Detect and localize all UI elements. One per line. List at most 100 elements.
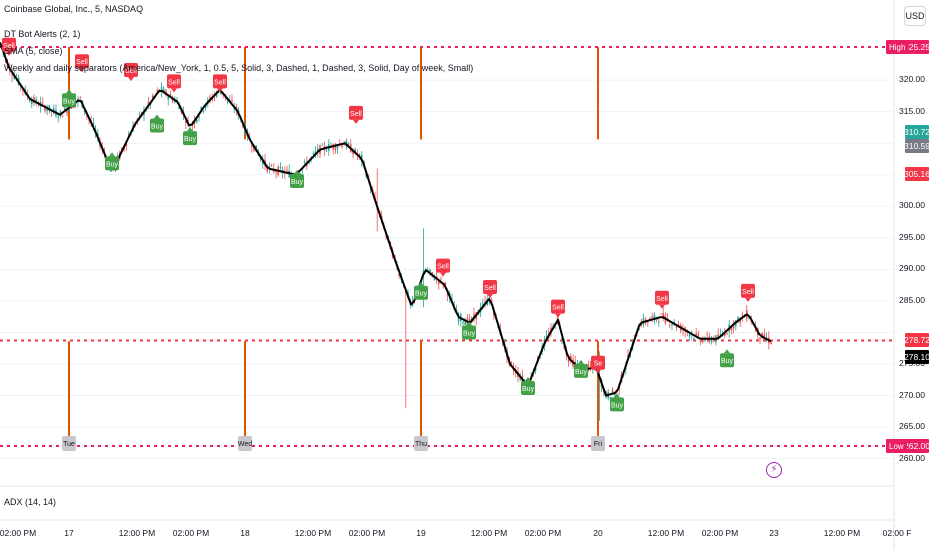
candle-body <box>440 278 442 280</box>
sma-indicator-legend[interactable]: SMA (5, close) <box>4 46 63 56</box>
time-tick-label: 12:00 PM <box>118 528 156 538</box>
candle-body <box>726 333 728 335</box>
time-tick-label: 19 <box>416 528 426 538</box>
time-tick-label: 20 <box>593 528 603 538</box>
candle-body <box>200 107 202 111</box>
alerts-indicator-legend[interactable]: DT Bot Alerts (2, 1) <box>4 29 81 39</box>
candle-body <box>325 150 328 152</box>
time-tick-label: 18 <box>240 528 250 538</box>
price-tick-label: 285.00 <box>899 294 925 305</box>
svg-text:Buy: Buy <box>184 136 197 143</box>
candle-body <box>699 339 702 343</box>
day-separator-label-bg <box>62 436 76 451</box>
candle-body <box>220 91 222 95</box>
sma-line <box>0 41 772 397</box>
sell-signal-label: Sell <box>655 290 669 309</box>
candle-body <box>471 317 473 321</box>
sell-signal-label: Sell <box>167 74 181 93</box>
svg-text:Buy: Buy <box>721 358 734 365</box>
candle-body <box>138 113 141 115</box>
price-tick-label: 295.00 <box>899 231 925 242</box>
price-badge: 278.10 <box>904 350 930 365</box>
candle-body <box>433 278 436 280</box>
price-badge: 310.72 <box>904 124 930 139</box>
candle-body <box>695 332 697 335</box>
candle-body <box>462 321 464 324</box>
candle-body <box>299 173 301 175</box>
price-tick-label: 265.00 <box>899 421 925 432</box>
candle-body <box>429 269 431 273</box>
candle-body <box>185 121 187 123</box>
svg-text:Sell: Sell <box>125 68 137 75</box>
candle-body <box>358 154 361 156</box>
candle-body <box>11 74 13 76</box>
buy-signal-label: Buy <box>720 349 734 368</box>
buy-signal-label: Buy <box>414 281 428 300</box>
price-tick-label: 260.00 <box>899 452 925 463</box>
sell-signal-label: Sell <box>349 105 363 124</box>
svg-text:Sell: Sell <box>168 79 180 86</box>
candle-body <box>655 318 658 320</box>
candle-body <box>519 377 521 380</box>
candle-body <box>662 313 664 319</box>
candle-body <box>202 110 205 112</box>
candle-body <box>570 356 572 360</box>
candle-body <box>347 143 350 146</box>
buy-signal-label: Buy <box>183 127 197 146</box>
lightning-icon[interactable]: ⚡ <box>766 462 782 478</box>
candle-body <box>761 332 763 339</box>
price-badge: 278.72 <box>904 332 930 347</box>
svg-text:Buy: Buy <box>463 330 476 337</box>
svg-text:Buy: Buy <box>575 369 588 376</box>
separators-indicator-legend[interactable]: Weekly and daily separators (America/New… <box>4 63 474 73</box>
candle-body <box>171 98 174 102</box>
candle-body <box>651 316 653 318</box>
candle-body <box>68 108 70 112</box>
candle-body <box>37 105 40 107</box>
time-tick-label: 12:00 PM <box>647 528 685 538</box>
candle-body <box>59 111 62 114</box>
candle-body <box>658 321 660 323</box>
candle-body <box>660 313 662 315</box>
candle-body <box>163 89 165 93</box>
candle-body <box>160 86 163 92</box>
candle-body <box>42 102 44 103</box>
candle-body <box>314 151 317 154</box>
candle-body <box>451 298 453 300</box>
price-badge: 310.59 <box>904 139 930 154</box>
candle-body <box>702 338 704 343</box>
candle-body <box>215 93 218 97</box>
candle-body <box>204 106 207 109</box>
candle-body <box>196 119 198 122</box>
candle-body <box>46 109 48 111</box>
adx-pane-legend[interactable]: ADX (14, 14) <box>4 497 57 507</box>
candle-body <box>704 339 706 341</box>
time-tick-label: 02:00 F <box>882 528 912 538</box>
svg-text:Se: Se <box>594 361 603 368</box>
candle-body <box>770 342 772 345</box>
svg-text:Sell: Sell <box>3 43 15 50</box>
time-tick-label: 23 <box>769 528 779 538</box>
symbol-legend: Coinbase Global, Inc., 5, NASDAQ <box>4 4 144 14</box>
candle-body <box>152 95 154 99</box>
day-separator-label-bg <box>238 436 252 451</box>
candle-body <box>147 101 150 105</box>
svg-text:Buy: Buy <box>106 161 119 168</box>
candle-body <box>28 100 31 102</box>
currency-button[interactable]: USD <box>904 6 926 26</box>
candle-body <box>66 109 68 114</box>
candle-body <box>574 361 576 364</box>
candle-body <box>671 324 673 326</box>
candle-body <box>627 354 629 358</box>
candle-body <box>567 358 570 362</box>
buy-signal-label: Buy <box>105 152 119 171</box>
day-separator-label-bg <box>414 436 428 451</box>
candle-body <box>187 120 189 122</box>
candle-body <box>336 146 339 149</box>
candle-body <box>167 96 169 100</box>
candle-body <box>490 299 493 304</box>
candle-body <box>719 334 722 335</box>
sell-signal-label: Se <box>591 355 605 374</box>
price-tick-label: 300.00 <box>899 200 925 211</box>
